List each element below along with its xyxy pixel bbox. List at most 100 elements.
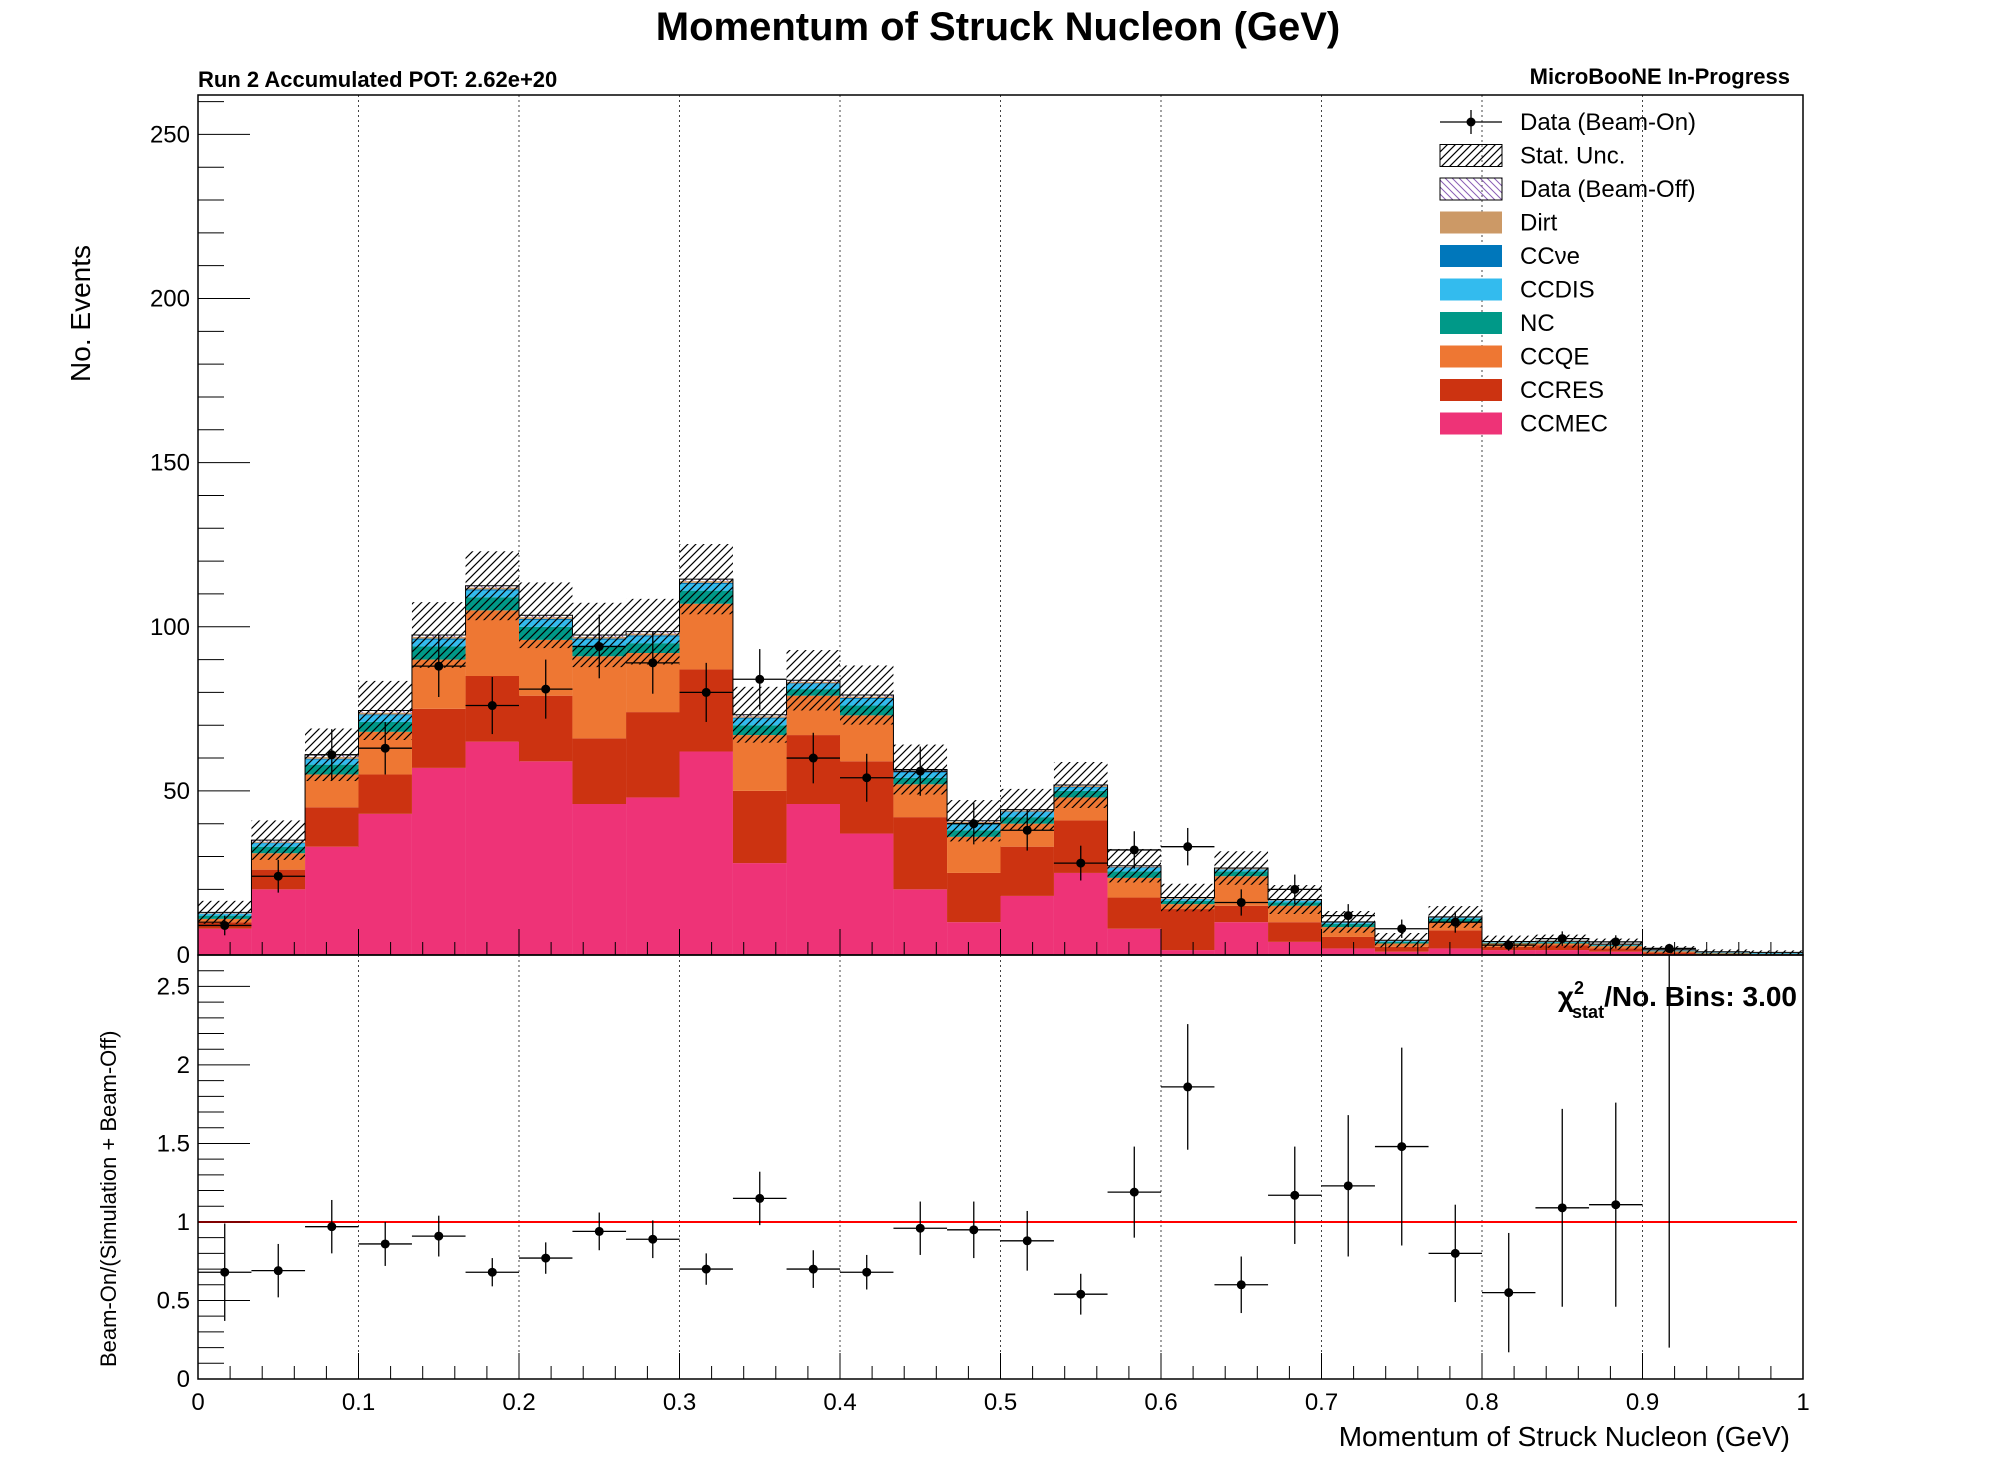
stat-unc-band	[786, 650, 840, 711]
ratio-point	[487, 1267, 497, 1277]
top-y-tick-label: 50	[163, 778, 190, 805]
top-panel: 0 50 100 150 200 250 No. Events Data (Beam-On…	[65, 94, 1804, 969]
chi2-annotation: χ2 stat/No. Bins: 3.00	[1558, 978, 1797, 1022]
legend-swatch	[1439, 144, 1503, 167]
legend-label: Stat. Unc.	[1520, 143, 1625, 170]
bar-ccmec	[1321, 948, 1375, 955]
experiment-label: MicroBooNE In-Progress	[1530, 64, 1790, 89]
legend-label: CCQE	[1520, 344, 1589, 371]
bar-ccres	[893, 817, 948, 890]
legend-swatch	[1440, 211, 1502, 234]
bar-ccqe	[679, 603, 733, 670]
ratio-y-tick-label: 1.5	[157, 1130, 190, 1157]
ratio-point	[1611, 1200, 1621, 1210]
data-point	[1664, 943, 1674, 953]
legend-label: Dirt	[1520, 210, 1558, 237]
ratio-point	[1397, 1142, 1407, 1152]
stat-unc-band	[679, 544, 733, 615]
stat-unc-band	[251, 820, 306, 860]
stat-unc-band	[1214, 851, 1269, 885]
chart-title: Momentum of Struck Nucleon (GeV)	[656, 5, 1341, 49]
bar-ccres	[1161, 909, 1215, 951]
x-tick-label: 0.7	[1305, 1389, 1338, 1416]
bar-ccmec	[1107, 928, 1161, 955]
data-point	[1022, 825, 1032, 835]
ratio-point	[220, 1267, 230, 1277]
stat-unc-band	[1053, 761, 1108, 808]
top-y-tick-label: 100	[150, 614, 190, 641]
bar-ccres	[947, 872, 1001, 923]
legend-label: CCνe	[1520, 243, 1580, 270]
bar-ccmec	[465, 741, 519, 955]
x-tick-label: 0.6	[1144, 1389, 1177, 1416]
ratio-point	[1183, 1082, 1193, 1092]
stat-unc-band	[840, 665, 894, 725]
ratio-y-tick-label: 0.5	[157, 1287, 190, 1314]
data-point	[1450, 917, 1460, 927]
bar-ccmec	[679, 751, 733, 955]
ratio-point	[380, 1239, 390, 1249]
data-point	[915, 766, 925, 776]
ratio-point	[915, 1223, 925, 1233]
legend-swatch	[1440, 345, 1502, 368]
bar-ccres	[1374, 946, 1429, 952]
bar-ccres	[1107, 897, 1161, 929]
data-point	[1129, 845, 1139, 855]
data-point	[1290, 884, 1300, 894]
x-tick-label: 0.9	[1626, 1389, 1659, 1416]
ratio-point	[1343, 1181, 1353, 1191]
x-tick-label: 0.1	[342, 1389, 375, 1416]
x-tick-label: 0	[191, 1389, 204, 1416]
bar-ccres	[732, 790, 787, 864]
bar-ccmec	[519, 761, 573, 955]
bar-ccres	[626, 712, 680, 798]
legend-marker	[1466, 117, 1476, 127]
data-point	[808, 753, 818, 763]
legend-swatch	[1440, 379, 1502, 401]
data-point	[755, 674, 765, 684]
bar-ccqe	[1107, 877, 1161, 898]
bar-ccmec	[1374, 951, 1429, 955]
bar-ccqe	[732, 735, 787, 791]
ratio-point	[755, 1193, 765, 1203]
data-point	[862, 773, 872, 783]
ratio-point	[1236, 1280, 1246, 1290]
bar-ccmec	[840, 833, 894, 955]
ratio-point	[1290, 1190, 1300, 1200]
bar-ccmec	[732, 863, 787, 955]
top-x-ticks	[197, 929, 1804, 955]
ratio-point	[1504, 1288, 1514, 1298]
top-y-axis: 0 50 100 150 200 250	[150, 101, 250, 969]
data-point	[701, 687, 711, 697]
data-point	[1236, 897, 1246, 907]
bar-ccmec	[1428, 948, 1482, 955]
stat-unc-band	[1374, 933, 1429, 948]
ratio-point	[1076, 1289, 1086, 1299]
x-axis: 0 0.1 0.2 0.3 0.4 0.5 0.6 0.7 0.8 0.9 1	[191, 1353, 1810, 1416]
ratio-point	[1450, 1248, 1460, 1258]
ratio-point	[1129, 1187, 1139, 1197]
legend-swatch	[1440, 278, 1502, 301]
x-tick-label: 0.3	[663, 1389, 696, 1416]
legend-label: CCDIS	[1520, 277, 1595, 304]
ratio-point	[808, 1264, 818, 1274]
data-point	[1611, 937, 1621, 947]
data-point	[1397, 924, 1407, 934]
bar-ccres	[572, 738, 627, 805]
stat-unc-band	[519, 582, 573, 649]
data-point	[1557, 934, 1567, 944]
bar-ccmec	[1161, 950, 1215, 955]
stat-unc-band	[465, 551, 519, 621]
bar-ccmec	[411, 767, 466, 955]
data-point	[273, 871, 283, 881]
x-tick-label: 0.4	[823, 1389, 856, 1416]
bar-ccmec	[358, 813, 412, 955]
data-point	[487, 701, 497, 711]
beam-on-data-points	[198, 614, 1696, 954]
ratio-point	[969, 1225, 979, 1235]
stat-unc-band	[198, 900, 252, 924]
data-point	[594, 641, 604, 651]
bar-ccres	[1268, 922, 1322, 942]
stat-unc-band	[1695, 949, 1750, 955]
